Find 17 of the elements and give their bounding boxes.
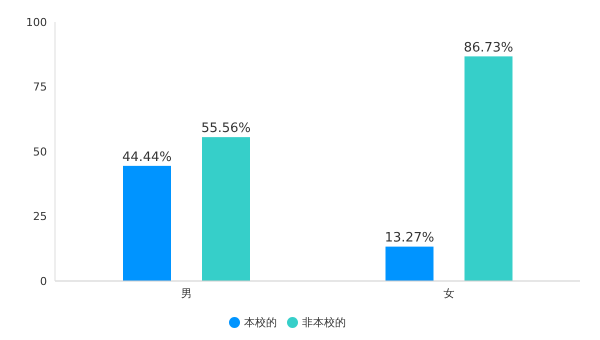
- x-tick-label: 男: [180, 286, 192, 300]
- data-label: 13.27%: [384, 230, 434, 246]
- legend-label: 本校的: [244, 316, 277, 329]
- y-tick-label: 100: [26, 16, 47, 29]
- bar: [464, 56, 512, 281]
- bar: [386, 246, 434, 281]
- legend-label: 非本校的: [302, 316, 346, 329]
- bar: [123, 166, 171, 281]
- y-tick-label: 0: [40, 274, 47, 288]
- y-tick-label: 25: [33, 210, 47, 224]
- y-tick-label: 50: [33, 145, 47, 158]
- data-label: 44.44%: [122, 150, 172, 165]
- y-tick-label: 75: [33, 80, 47, 94]
- bar: [202, 137, 250, 281]
- data-label: 55.56%: [201, 121, 251, 136]
- x-tick-label: 女: [443, 286, 454, 300]
- data-label: 86.73%: [464, 40, 514, 56]
